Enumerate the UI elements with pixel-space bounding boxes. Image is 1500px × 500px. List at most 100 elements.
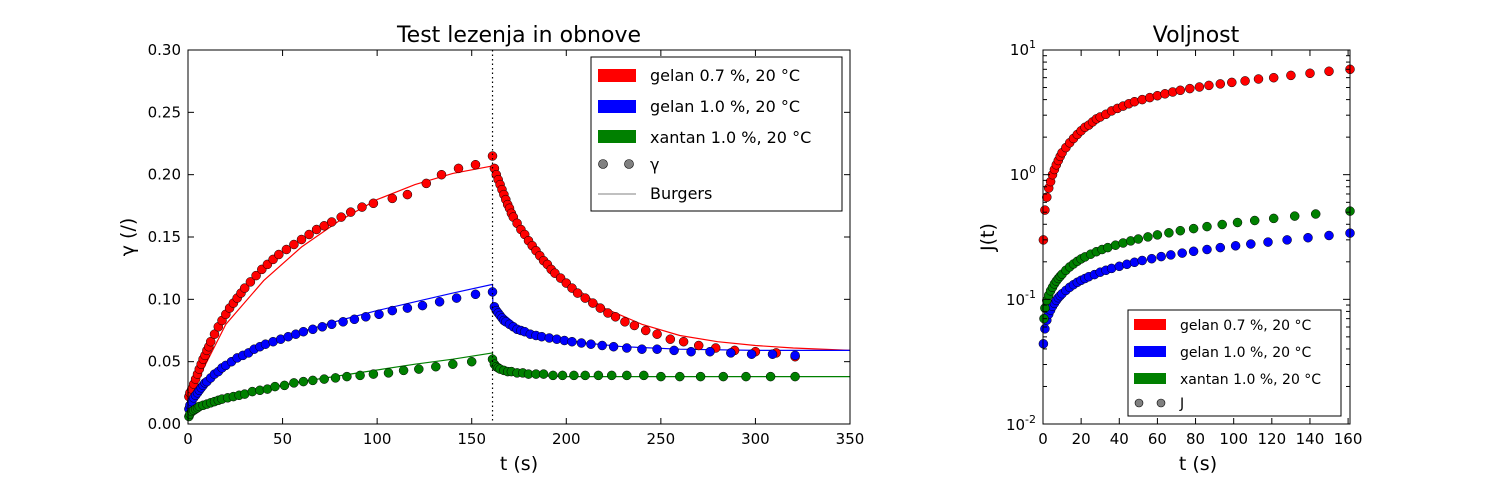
data-point	[1175, 225, 1186, 236]
data-point	[487, 287, 498, 297]
data-point	[1202, 221, 1212, 232]
y-tick-label: 0.10	[148, 290, 181, 308]
data-point	[1146, 253, 1157, 264]
legend-item-gelan-07: gelan 0.7 %, 20 °C	[598, 66, 800, 85]
data-point	[205, 336, 216, 347]
y-tick-label: 0.05	[148, 353, 181, 371]
data-point	[1040, 324, 1050, 334]
legend: gelan 0.7 %, 20 °C gelan 1.0 %, 20 °C xa…	[590, 56, 843, 212]
legend-item-j: J	[1134, 396, 1184, 412]
data-point	[1246, 239, 1256, 249]
x-tick-label: 60	[1148, 430, 1167, 448]
data-point	[1185, 83, 1195, 94]
data-point	[1166, 250, 1176, 260]
data-point	[434, 297, 445, 307]
x-tick-label: 300	[741, 430, 770, 448]
x-axis-label: t (s)	[500, 453, 538, 475]
data-point	[274, 249, 284, 260]
data-point	[595, 303, 606, 313]
data-point	[640, 325, 651, 336]
data-point	[245, 277, 256, 287]
creep-recovery-chart: Test lezenja in obnove 0 50 100 150 200 250 30…	[117, 23, 864, 475]
data-point	[368, 198, 379, 209]
y-tick-label: 10-2	[1006, 413, 1036, 434]
legend-label: γ	[650, 155, 659, 174]
x-axis-label: t (s)	[1179, 453, 1217, 475]
data-point	[765, 371, 776, 382]
data-point	[767, 349, 778, 359]
y-axis-label: γ (/)	[117, 218, 139, 257]
data-point	[652, 329, 662, 339]
x-tick-label: 80	[1186, 430, 1205, 448]
legend-swatch	[598, 100, 636, 113]
data-point	[1194, 82, 1205, 92]
data-point	[326, 319, 337, 330]
y-tick-label: 0.20	[148, 166, 181, 184]
data-point	[1268, 213, 1279, 224]
data-point	[421, 178, 432, 189]
data-point	[281, 244, 292, 255]
data-point	[1215, 79, 1226, 89]
legend-marker	[624, 159, 634, 169]
data-point	[608, 341, 619, 352]
x-tick-label: 50	[273, 430, 292, 448]
data-point	[436, 169, 447, 180]
data-point	[349, 314, 360, 325]
data-point	[588, 298, 598, 308]
legend-label: J	[1179, 396, 1184, 412]
data-point	[718, 371, 729, 382]
data-point	[1310, 209, 1321, 219]
data-point	[597, 340, 607, 351]
data-point	[387, 305, 398, 316]
data-point	[620, 317, 630, 327]
data-point	[1143, 232, 1153, 242]
y-tick-label: 10-1	[1006, 288, 1036, 309]
data-point	[1289, 211, 1300, 221]
data-point	[1133, 234, 1144, 244]
data-point	[1204, 80, 1214, 91]
data-point	[567, 336, 577, 347]
data-point	[1227, 77, 1237, 88]
data-point	[402, 189, 413, 200]
plot-frame	[1042, 49, 1351, 425]
y-axis-ticks: 0.00 0.05 0.10 0.15 0.20 0.25 0.30	[148, 41, 850, 433]
data-point	[1217, 219, 1227, 230]
data-point	[586, 339, 596, 349]
data-point	[239, 283, 250, 293]
legend: gelan 0.7 %, 20 °C gelan 1.0 %, 20 °C xa…	[1127, 309, 1342, 417]
data-point	[451, 293, 462, 303]
x-tick-label: 40	[1110, 430, 1129, 448]
y-tick-label: 0.30	[148, 41, 181, 59]
data-point	[1263, 237, 1273, 247]
data-point	[705, 346, 715, 357]
data-point	[580, 370, 590, 381]
data-point	[487, 151, 498, 161]
x-tick-label: 100	[1219, 430, 1248, 448]
data-point	[1324, 66, 1334, 77]
data-point	[417, 300, 428, 311]
data-point	[308, 375, 318, 386]
data-point	[398, 365, 409, 376]
data-point	[1253, 74, 1264, 84]
data-point	[1268, 72, 1279, 83]
x-tick-label: 140	[1296, 430, 1325, 448]
data-point	[1305, 68, 1315, 79]
legend-item-gelan-07: gelan 0.7 %, 20 °C	[1134, 318, 1311, 334]
data-point	[652, 344, 662, 354]
data-point	[557, 370, 568, 381]
data-point	[622, 370, 632, 381]
data-point	[1164, 228, 1174, 238]
data-point	[298, 376, 309, 387]
y-tick-label: 0.25	[148, 103, 181, 121]
legend-marker	[1156, 398, 1166, 408]
data-point	[1177, 248, 1187, 258]
data-point	[1282, 235, 1292, 245]
data-point	[317, 322, 328, 332]
legend-item-burgers: Burgers	[598, 184, 712, 203]
data-point	[606, 370, 617, 381]
data-point	[345, 207, 356, 217]
data-point	[790, 371, 800, 382]
x-tick-label: 250	[647, 430, 676, 448]
